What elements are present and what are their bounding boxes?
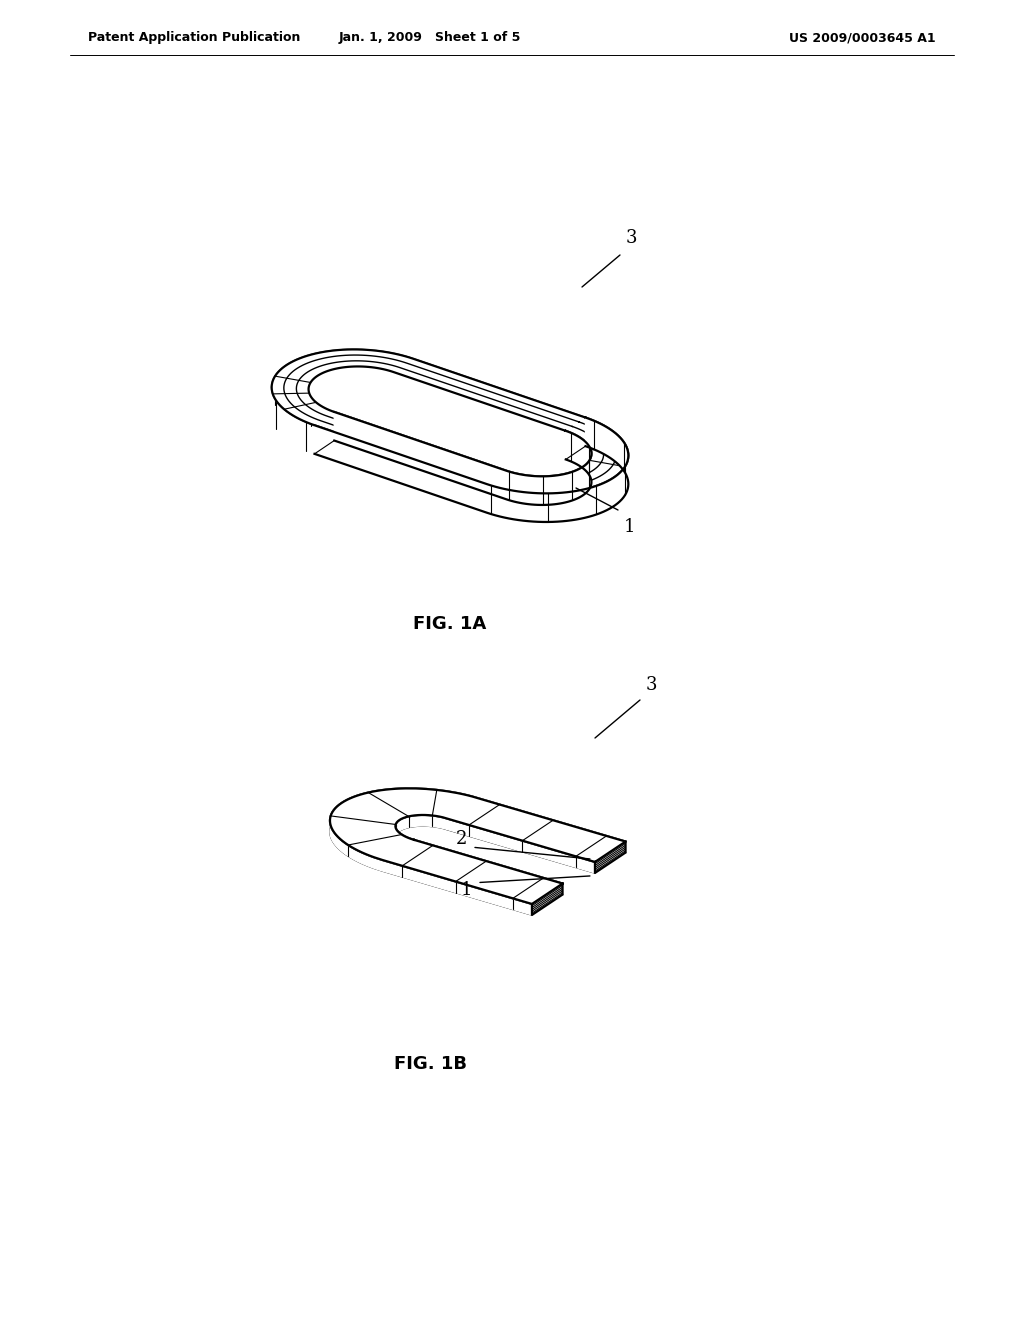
Text: FIG. 1A: FIG. 1A [414,615,486,634]
Polygon shape [271,350,629,494]
Text: Patent Application Publication: Patent Application Publication [88,32,300,45]
Polygon shape [314,417,629,521]
Text: 3: 3 [646,676,657,694]
Polygon shape [330,800,626,915]
Text: Jan. 1, 2009   Sheet 1 of 5: Jan. 1, 2009 Sheet 1 of 5 [339,32,521,45]
Text: US 2009/0003645 A1: US 2009/0003645 A1 [790,32,936,45]
Text: 1: 1 [461,882,472,899]
Text: FIG. 1B: FIG. 1B [393,1055,467,1073]
Polygon shape [308,367,592,477]
Polygon shape [271,350,586,454]
Polygon shape [330,788,626,915]
Polygon shape [395,814,595,895]
Polygon shape [330,788,626,904]
Polygon shape [595,842,626,873]
Text: 2: 2 [456,830,467,849]
Polygon shape [531,883,562,915]
Text: 3: 3 [626,228,638,247]
Text: 1: 1 [624,517,636,536]
Polygon shape [334,412,592,506]
